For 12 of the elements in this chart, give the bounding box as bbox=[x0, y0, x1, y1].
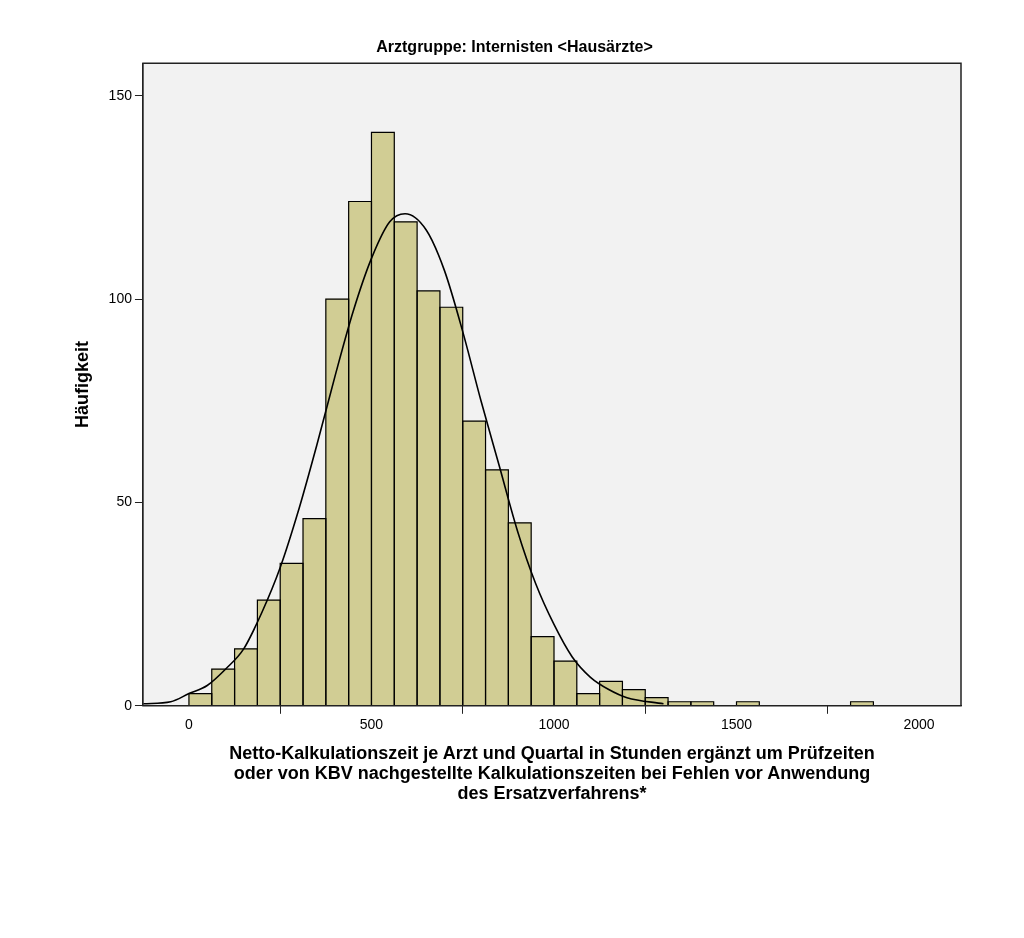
y-axis-title: Häufigkeit bbox=[71, 340, 92, 429]
x-tick-label: 2000 bbox=[903, 716, 935, 733]
x-axis-title: Netto-Kalkulationszeit je Arzt und Quartal in Stunden ergänzt um Prüfzeiten oder von KBV nachgestellte Kalkulationszeiten bei Fehlen vor Anwendung des Ersatzverfahrens* bbox=[229, 743, 875, 804]
chart-title: Arztgruppe: Internisten <Hausärzte> bbox=[376, 38, 653, 56]
y-tick-label: 50 bbox=[116, 493, 133, 510]
x-tick-label: 0 bbox=[185, 716, 194, 733]
x-tick-label: 1500 bbox=[720, 716, 753, 733]
x-tick-label: 1000 bbox=[538, 716, 570, 733]
y-tick-label: 0 bbox=[124, 696, 133, 713]
y-tick-label: 100 bbox=[108, 289, 133, 306]
x-tick-label: 500 bbox=[359, 716, 384, 733]
y-tick-label: 150 bbox=[108, 86, 133, 103]
